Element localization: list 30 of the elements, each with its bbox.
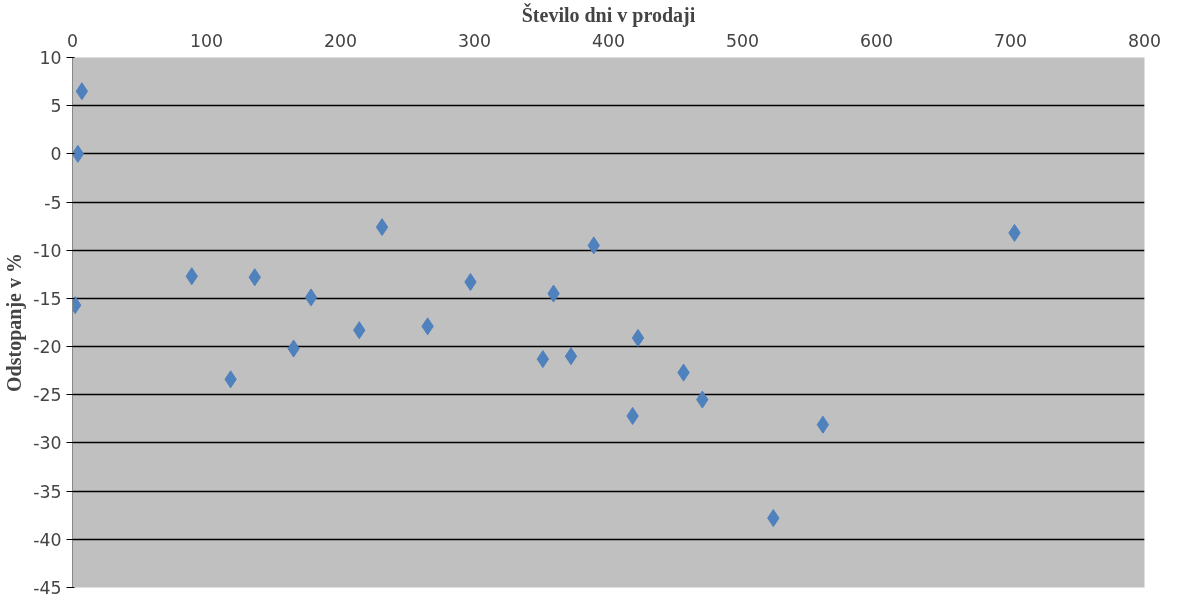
point <box>631 328 645 347</box>
point <box>304 288 318 307</box>
y-tick-label: -25 <box>33 385 62 406</box>
point <box>375 218 389 237</box>
x-tick-label: 800 <box>1127 30 1162 51</box>
y-tick-label: -35 <box>33 481 62 502</box>
x-tick-label: 700 <box>993 30 1028 51</box>
y-tick-label: -40 <box>33 529 62 550</box>
x-axis-title: Število dni v prodaji <box>521 2 696 27</box>
y-tick-label: -20 <box>33 337 62 358</box>
y-tick-label: 0 <box>50 144 62 165</box>
y-axis-title: Odstopanje v % <box>3 253 27 392</box>
y-tick-label: -45 <box>33 578 62 598</box>
y-tick-label: 10 <box>39 48 62 68</box>
point <box>816 415 830 434</box>
y-tick-label: -15 <box>33 288 62 309</box>
x-tick-label: 100 <box>189 30 224 51</box>
x-tick-label: 600 <box>859 30 894 51</box>
x-tick-label: 400 <box>591 30 626 51</box>
x-tick-label: 200 <box>323 30 358 51</box>
point <box>536 350 550 369</box>
point <box>564 347 578 366</box>
x-tick-label: 300 <box>457 30 492 51</box>
point <box>75 82 89 101</box>
y-tick-label: -30 <box>33 433 62 454</box>
y-tick-label: -10 <box>33 240 62 261</box>
y-tick-label: -5 <box>44 192 62 213</box>
x-tick-label: 500 <box>725 30 760 51</box>
x-tick-label: 0 <box>66 30 79 51</box>
y-tick-label: 5 <box>50 96 62 117</box>
